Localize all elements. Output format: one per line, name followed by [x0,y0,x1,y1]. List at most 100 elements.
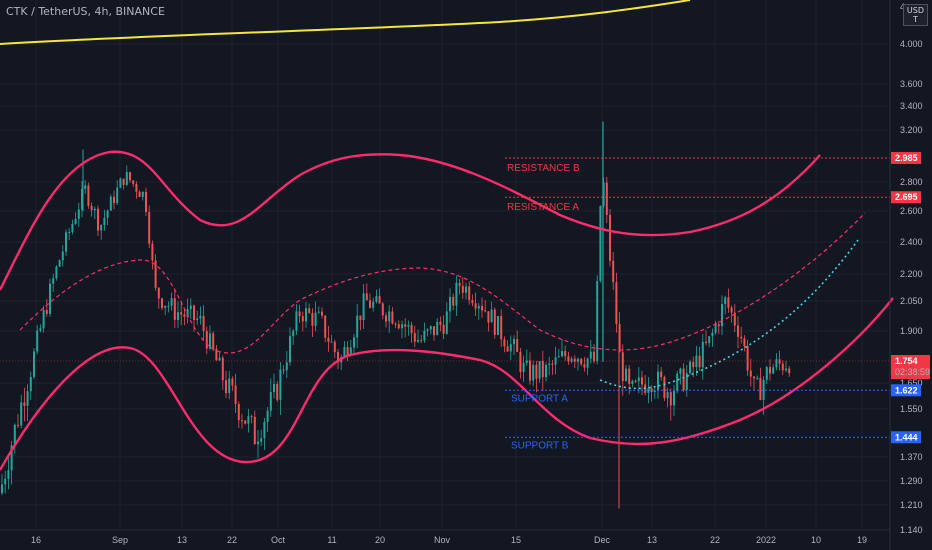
candle-body [205,330,208,349]
candle-body [413,333,416,342]
candle-body [298,311,301,317]
candle-body [109,196,112,211]
candle [593,343,595,364]
candle [474,292,477,316]
time-tick-label: 19 [857,535,867,545]
candle-body [324,315,327,338]
candle-body [669,392,672,406]
candle-body [583,364,586,368]
candle [135,181,138,199]
candle-body [157,287,160,299]
candle-body [420,340,423,342]
candle [378,288,381,304]
time-tick-label: 13 [177,535,187,545]
candle [561,338,563,358]
candle-body [1,484,3,493]
candle-body [285,362,288,371]
candle [346,340,349,362]
price-axis[interactable]: 4.000 3.600 3.400 3.200 2.800 2.600 2.400 2.200… [900,2,923,535]
candle-body [717,324,720,327]
candle [167,301,170,313]
candle-body [410,324,413,334]
candle [343,340,346,359]
candle [420,334,423,344]
candle [4,470,7,494]
candle [177,301,179,329]
candle-body [474,303,477,309]
candle [567,351,570,365]
candle [125,165,128,187]
candle-body [23,402,26,406]
candle-body [785,368,787,371]
candle-body [676,373,679,392]
candle-body [276,384,279,400]
candle [525,349,528,366]
price-tick-label: 2.200 [900,269,923,279]
candle [231,376,234,391]
level-label: SUPPORT B [511,440,569,451]
candle-body [634,380,637,382]
candle-body [557,356,560,358]
candle [285,350,288,379]
candle-body [781,363,784,371]
candle-body [541,361,544,378]
candle [23,387,26,422]
candle-body [509,344,512,352]
candle-body [90,205,93,211]
candle-body [698,355,701,368]
candle-body [605,182,608,215]
candle-body [253,416,256,445]
candle [679,367,682,385]
candle [509,335,512,361]
candle [42,305,45,333]
price-tag-text: 2.985 [895,153,918,163]
candle [426,328,429,337]
candle-body [71,223,74,232]
price-tag-text: 1.622 [895,385,918,395]
candle-body [407,324,410,327]
candle [490,301,493,323]
candle [631,379,634,388]
candle-body [113,196,115,204]
candle [769,359,771,381]
candle-body [279,369,282,400]
candle [557,348,560,358]
candle [359,315,362,331]
candle [522,355,525,382]
candle [61,245,64,267]
candle-body [45,310,48,314]
candle [778,350,781,371]
candle [317,306,320,314]
channel-mid [19,212,866,354]
candle-body [506,346,509,352]
candle-body [759,377,762,400]
candle-body [545,364,547,378]
candle-body [170,298,173,306]
currency-button[interactable]: USD T [902,4,928,26]
candle [228,370,231,400]
candle [202,305,205,340]
candle-body [762,379,765,400]
candle [705,330,707,346]
candle [596,275,599,365]
time-tick-label: 22 [227,535,237,545]
price-tick-label: 2.600 [900,206,923,216]
candle [503,336,506,353]
candle [170,292,173,311]
candle [225,370,227,398]
candle-body [522,362,525,373]
candle-body [429,326,432,330]
time-axis[interactable]: 16 Sep 13 22 Oct 11 20 Nov 15 Dec 13 22 2022 10 19 [31,535,867,545]
candle [106,209,109,226]
candle [685,364,688,397]
candle-body [647,388,650,393]
candle-body [417,340,419,342]
candle [650,385,653,402]
candle [129,171,131,183]
candle [65,229,67,256]
candle [116,180,119,206]
candle [407,320,410,336]
candle-body [788,368,791,374]
candle-body [17,424,19,426]
